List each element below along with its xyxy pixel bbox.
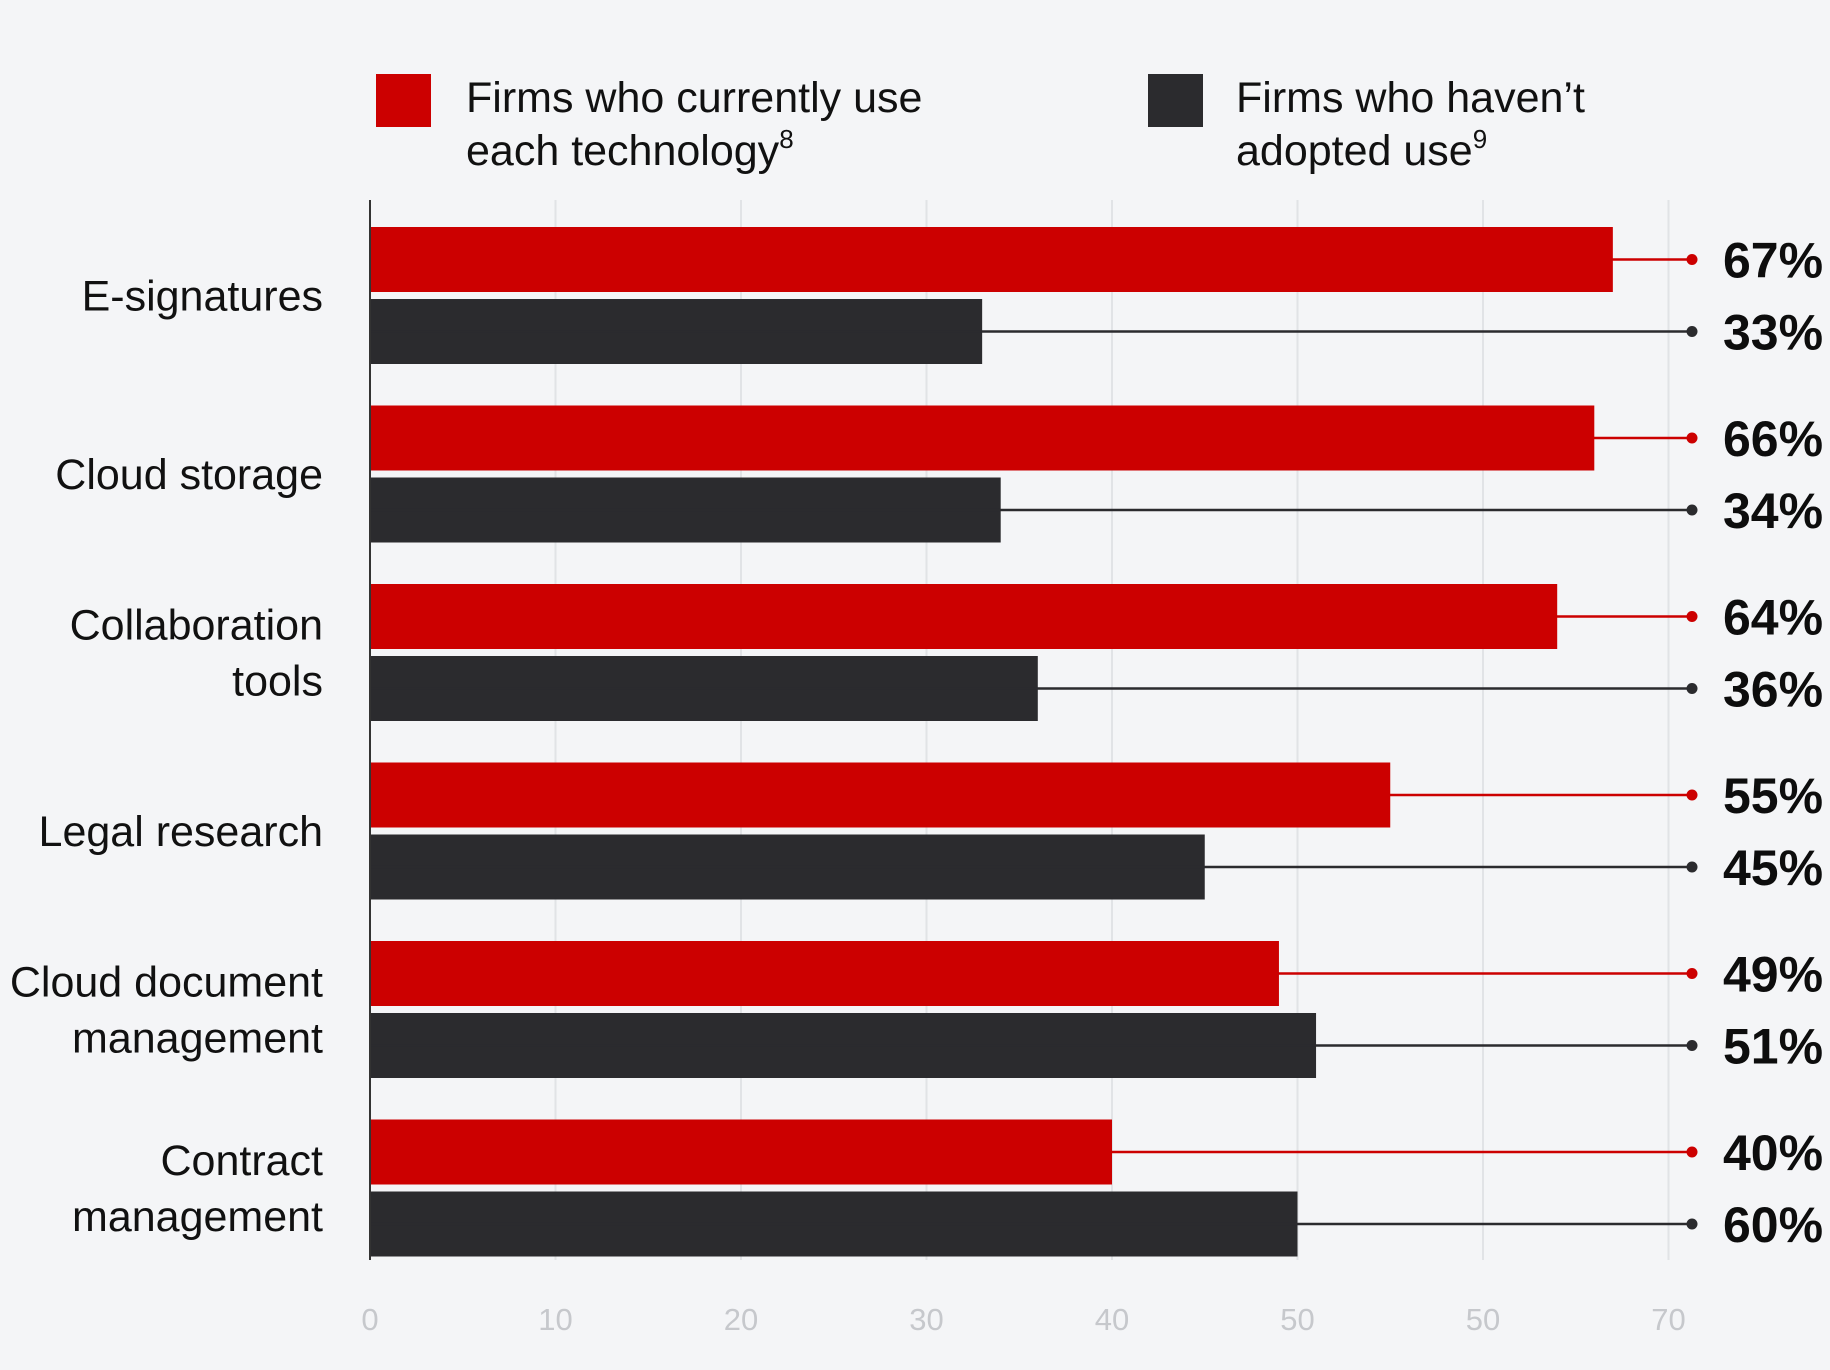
value-label: 34% <box>1723 483 1823 539</box>
value-labels: 67% 33% 66% 34% 64% 36% 55% 45% 49% 51% 40% 60% <box>1723 233 1823 1254</box>
gridlines <box>554 200 1670 1260</box>
value-label: 40% <box>1723 1125 1823 1181</box>
value-label: 66% <box>1723 411 1823 467</box>
leader-dot <box>1686 789 1698 801</box>
leader-dot <box>1686 1146 1698 1158</box>
value-label: 64% <box>1723 590 1823 646</box>
value-label: 49% <box>1723 947 1823 1003</box>
category-label: Contract management <box>72 1137 323 1241</box>
x-tick-label: 50 <box>1280 1302 1314 1337</box>
leader-dot <box>1686 432 1698 444</box>
value-label: 45% <box>1723 840 1823 896</box>
category-label: Collaboration tools <box>70 602 323 706</box>
leader-dot <box>1686 611 1698 622</box>
leader-dot <box>1686 1040 1698 1051</box>
value-label: 51% <box>1723 1019 1823 1075</box>
x-tick-label: 30 <box>909 1302 943 1337</box>
leader-dot <box>1686 968 1698 979</box>
legend-swatch <box>1148 74 1203 127</box>
value-label: 55% <box>1723 768 1823 824</box>
value-label: 67% <box>1723 233 1823 289</box>
value-label: 36% <box>1723 662 1823 718</box>
x-tick-label: 70 <box>1651 1302 1685 1337</box>
category-label: E-signatures <box>82 273 323 321</box>
leader-dot <box>1686 254 1698 265</box>
value-label: 33% <box>1723 305 1823 361</box>
value-label: 60% <box>1723 1197 1823 1253</box>
x-tick-label: 10 <box>538 1302 572 1337</box>
legend-label: Firms who haven’t adopted use9 <box>1236 74 1585 175</box>
category-label: Legal research <box>39 808 323 856</box>
category-label: Cloud document management <box>10 959 323 1063</box>
x-tick-label: 20 <box>724 1302 758 1337</box>
legend-swatch <box>376 74 431 127</box>
category-labels: E-signatures Cloud storage Collaboration to… <box>10 273 323 1242</box>
leader-dot <box>1686 861 1698 873</box>
legend: Firms who currently use each technology8 F… <box>376 74 1585 175</box>
leader-dot <box>1686 1218 1698 1230</box>
category-label: Cloud storage <box>55 451 323 499</box>
leader-dot <box>1686 504 1698 516</box>
legend-label: Firms who currently use each technology8 <box>466 74 922 175</box>
x-tick-label: 0 <box>361 1302 378 1337</box>
leader-dot <box>1686 326 1698 337</box>
leader-dot <box>1686 683 1698 694</box>
x-tick-label: 50 <box>1466 1302 1500 1337</box>
x-tick-label: 40 <box>1095 1302 1129 1337</box>
value-leader-lines <box>370 254 1698 1230</box>
x-axis-ticks: 0 10 20 30 40 50 50 70 <box>361 1302 1685 1337</box>
